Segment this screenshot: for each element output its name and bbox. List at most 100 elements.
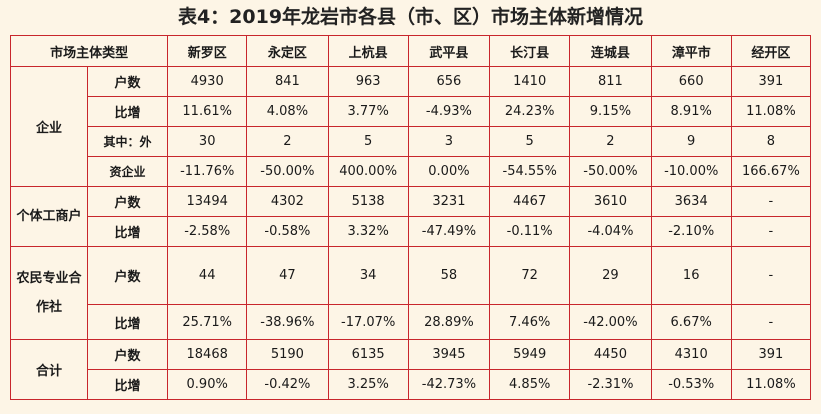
table-row: 企业 户数 4930 841 963 656 1410 811 660 391 bbox=[10, 66, 812, 187]
cell: 3.32% bbox=[327, 216, 409, 247]
cell: - bbox=[730, 186, 812, 217]
cell: 391 bbox=[730, 339, 812, 370]
cell: -2.58% bbox=[167, 216, 248, 247]
households-label: 户数 bbox=[86, 246, 169, 305]
cell: 13494 bbox=[167, 186, 248, 217]
cell: 2 bbox=[569, 126, 652, 157]
region-header: 永定区 bbox=[246, 35, 329, 67]
table-row: 比增 -2.58% -0.58% 3.32% -47.49% -0.11% -4… bbox=[11, 216, 812, 247]
cell: -0.11% bbox=[489, 216, 571, 247]
cell: 6135 bbox=[327, 339, 409, 370]
cell: -0.42% bbox=[246, 369, 329, 400]
cell: 841 bbox=[246, 66, 329, 97]
cell: 391 bbox=[730, 66, 812, 97]
cell: - bbox=[730, 246, 812, 305]
region-header: 新罗区 bbox=[167, 35, 248, 67]
cell: - bbox=[730, 216, 812, 247]
cell: -4.04% bbox=[569, 216, 652, 247]
cell: 6.67% bbox=[650, 304, 732, 340]
cell: -0.53% bbox=[650, 369, 732, 400]
cell: 24.23% bbox=[489, 96, 571, 127]
cell: 3610 bbox=[569, 186, 652, 217]
cell: 3 bbox=[407, 126, 491, 157]
cell: -17.07% bbox=[327, 304, 409, 340]
cell: -11.76% bbox=[167, 156, 248, 187]
cell: 0.00% bbox=[407, 156, 491, 187]
table-row: 比增 25.71% -38.96% -17.07% 28.89% 7.46% -… bbox=[11, 304, 812, 340]
cell: 5 bbox=[489, 126, 571, 157]
cell: 34 bbox=[327, 246, 409, 305]
cell: 2 bbox=[246, 126, 329, 157]
cell: 18468 bbox=[167, 339, 248, 370]
cell: 4930 bbox=[167, 66, 248, 97]
cell: 44 bbox=[167, 246, 248, 305]
cell: 4.08% bbox=[246, 96, 329, 127]
cell: 25.71% bbox=[167, 304, 248, 340]
households-label: 户数 bbox=[86, 66, 169, 97]
cell: 47 bbox=[246, 246, 329, 305]
foreign-label-line2: 资企业 bbox=[109, 165, 146, 179]
cell: 4302 bbox=[246, 186, 329, 217]
cell: - bbox=[730, 304, 812, 340]
cell: 963 bbox=[327, 66, 409, 97]
table-row: 农民专业合作社 户数 44 47 34 58 72 29 16 - bbox=[10, 246, 812, 340]
table-row: 个体工商户 户数 13494 4302 5138 3231 4467 3610 … bbox=[10, 186, 812, 247]
cell: 3.77% bbox=[327, 96, 409, 127]
cell: -10.00% bbox=[650, 156, 732, 187]
cell: 4.85% bbox=[489, 369, 571, 400]
cell: 166.67% bbox=[730, 156, 812, 187]
cell: 0.90% bbox=[167, 369, 248, 400]
foreign-sublabel: 资企业 bbox=[86, 156, 169, 187]
cell: 811 bbox=[569, 66, 652, 97]
cell: 5 bbox=[327, 126, 409, 157]
cell: 58 bbox=[407, 246, 491, 305]
cell: 5138 bbox=[327, 186, 409, 217]
growth-label: 比增 bbox=[86, 304, 169, 340]
page-title: 表4：2019年龙岩市各县（市、区）市场主体新增情况 bbox=[177, 6, 644, 28]
region-header: 连城县 bbox=[569, 35, 652, 67]
cell: 16 bbox=[650, 246, 732, 305]
region-header: 武平县 bbox=[407, 35, 491, 67]
cell: 1410 bbox=[489, 66, 571, 97]
cell: -50.00% bbox=[569, 156, 652, 187]
cell: 11.08% bbox=[730, 369, 812, 400]
cell: 5190 bbox=[246, 339, 329, 370]
cell: -54.55% bbox=[489, 156, 571, 187]
cell: 7.46% bbox=[489, 304, 571, 340]
region-header: 上杭县 bbox=[327, 35, 409, 67]
foreign-label-line1: 其中：外 bbox=[103, 135, 152, 149]
table-row: 资企业 -11.76% -50.00% 400.00% 0.00% -54.55… bbox=[11, 156, 812, 187]
cell: 4310 bbox=[650, 339, 732, 370]
individual-label: 个体工商户 bbox=[10, 186, 88, 247]
cell: -0.58% bbox=[246, 216, 329, 247]
cell: 72 bbox=[489, 246, 571, 305]
header-row: 市场主体类型 新罗区 永定区 上杭县 武平县 长汀县 连城县 漳平市 经开区 bbox=[9, 35, 812, 67]
cell: 4467 bbox=[489, 186, 571, 217]
table-row: 其中：外 30 2 5 3 5 2 9 8 bbox=[11, 126, 812, 157]
region-header: 漳平市 bbox=[650, 35, 732, 67]
coop-label: 农民专业合作社 bbox=[10, 246, 88, 340]
cell: -50.00% bbox=[246, 156, 329, 187]
households-label: 户数 bbox=[86, 339, 169, 370]
cell: 30 bbox=[167, 126, 248, 157]
cell: 656 bbox=[407, 66, 491, 97]
cell: -38.96% bbox=[246, 304, 329, 340]
cell: 3.25% bbox=[327, 369, 409, 400]
cell: 11.08% bbox=[730, 96, 812, 127]
market-entity-table: 市场主体类型 新罗区 永定区 上杭县 武平县 长汀县 连城县 漳平市 经开区 企… bbox=[9, 35, 812, 400]
cell: 28.89% bbox=[407, 304, 491, 340]
cell: 8 bbox=[730, 126, 812, 157]
growth-label: 比增 bbox=[86, 216, 169, 247]
cell: 5949 bbox=[489, 339, 571, 370]
region-header: 经开区 bbox=[730, 35, 812, 67]
cell: -2.31% bbox=[569, 369, 652, 400]
growth-label: 比增 bbox=[86, 369, 169, 400]
cell: 400.00% bbox=[327, 156, 409, 187]
cell: -42.73% bbox=[407, 369, 491, 400]
cell: 660 bbox=[650, 66, 732, 97]
cell: 9 bbox=[650, 126, 732, 157]
cell: 11.61% bbox=[167, 96, 248, 127]
growth-label: 比增 bbox=[86, 96, 169, 127]
cell: 29 bbox=[569, 246, 652, 305]
cell: 9.15% bbox=[569, 96, 652, 127]
